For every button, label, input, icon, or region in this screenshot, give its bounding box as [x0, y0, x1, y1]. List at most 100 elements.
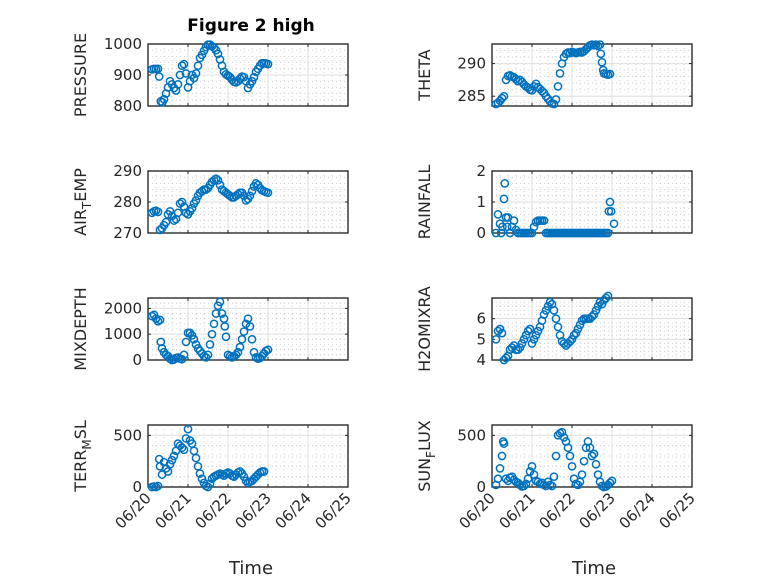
data-point — [493, 210, 503, 219]
data-point — [165, 459, 175, 469]
y-axis-label-subscript: T — [80, 201, 94, 210]
y-tick-label: 4 — [476, 351, 486, 369]
y-tick-label: 280 — [113, 193, 142, 211]
data-point — [493, 474, 503, 484]
data-point — [551, 451, 561, 461]
data-point — [555, 69, 565, 78]
y-tick-label: 900 — [113, 66, 142, 84]
data-point — [605, 197, 615, 207]
data-point — [241, 476, 251, 486]
data-point — [531, 217, 541, 227]
subplot-air: 270 280 290 AIRTEMP — [71, 162, 349, 242]
data-point — [209, 175, 219, 185]
data-point — [499, 194, 509, 204]
subplot-pressure: 800 900 1000 PRESSURE — [71, 33, 349, 117]
data-point — [597, 299, 607, 309]
subplot-h2omixra: 4 5 6 H2OMIXRA — [415, 286, 693, 372]
y-axis-label-main: THETA — [415, 49, 434, 101]
data-point — [547, 481, 557, 491]
y-axis-label-main: SUN — [415, 458, 434, 492]
y-tick-label: 0 — [132, 478, 142, 496]
data-point — [215, 180, 225, 190]
y-axis-label-subscript: M — [80, 439, 94, 449]
y-axis-label-main: PRESSURE — [71, 33, 90, 117]
subplot-sun: 050006/2006/2106/2206/2306/2406/25SUNFLU… — [415, 420, 699, 532]
axes-frame — [491, 297, 693, 361]
data-point — [515, 480, 525, 490]
data-point — [498, 222, 507, 232]
data-point — [521, 479, 531, 489]
y-tick-label: 285 — [457, 87, 486, 105]
y-axis-label: TERRMSL — [71, 420, 94, 493]
y-tick-label: 290 — [113, 162, 142, 180]
y-tick-label: 0 — [476, 478, 486, 496]
data-point — [239, 327, 249, 336]
data-point — [245, 322, 255, 331]
data-point — [153, 207, 163, 217]
y-tick-label: 270 — [113, 224, 142, 242]
data-point — [235, 342, 245, 352]
data-series — [147, 40, 273, 107]
data-point — [605, 69, 615, 79]
data-point — [595, 40, 605, 50]
data-point — [559, 433, 569, 442]
data-point — [589, 449, 599, 459]
data-point — [211, 309, 221, 318]
data-point — [523, 326, 533, 336]
data-point — [159, 94, 169, 104]
data-point — [501, 353, 511, 363]
data-point — [553, 82, 563, 91]
data-point — [575, 320, 585, 330]
data-point — [585, 443, 595, 453]
data-point — [509, 216, 519, 225]
data-point — [591, 306, 601, 315]
data-point — [497, 328, 507, 338]
data-point — [179, 350, 189, 360]
data-point — [213, 49, 223, 59]
data-point — [525, 324, 535, 334]
data-point — [491, 228, 501, 238]
y-axis-label-main: TERR — [71, 450, 90, 493]
y-axis-label: MIXDEPTH — [71, 287, 90, 370]
data-point — [569, 330, 579, 340]
data-point — [205, 340, 215, 349]
x-axis-label-right: Time — [571, 558, 616, 579]
data-point — [596, 49, 606, 59]
y-tick-label: 2000 — [104, 299, 142, 317]
data-point — [221, 332, 231, 342]
y-tick-label: 5 — [476, 330, 486, 348]
data-point — [239, 472, 249, 482]
y-tick-label: 6 — [476, 310, 486, 328]
y-tick-label: 1000 — [104, 35, 142, 53]
data-point — [499, 439, 509, 448]
data-point — [187, 203, 197, 213]
data-point — [209, 319, 219, 329]
data-point — [551, 314, 561, 324]
data-point — [179, 59, 189, 69]
data-point — [517, 339, 527, 348]
y-tick-label: 0 — [132, 351, 142, 369]
data-point — [191, 69, 201, 78]
y-axis-label: PRESSURE — [71, 33, 90, 117]
data-point — [533, 326, 543, 336]
data-point — [499, 91, 509, 101]
y-axis-label: AIRTEMP — [71, 168, 94, 236]
x-axis-label-left: Time — [228, 558, 273, 579]
data-point — [165, 206, 175, 216]
data-point — [179, 445, 189, 455]
data-point — [603, 228, 613, 238]
y-axis-label: H2OMIXRA — [415, 286, 434, 372]
data-point — [609, 219, 619, 229]
data-point — [249, 72, 259, 82]
data-point — [519, 481, 529, 491]
data-point — [603, 291, 613, 301]
data-point — [197, 474, 207, 484]
figure-title: Figure 2 high — [187, 16, 315, 36]
y-tick-label: 1000 — [104, 325, 142, 343]
data-point — [243, 314, 253, 324]
data-point — [191, 453, 201, 463]
data-point — [567, 461, 577, 471]
data-point — [245, 191, 255, 201]
data-point — [177, 354, 187, 364]
data-point — [153, 481, 163, 491]
